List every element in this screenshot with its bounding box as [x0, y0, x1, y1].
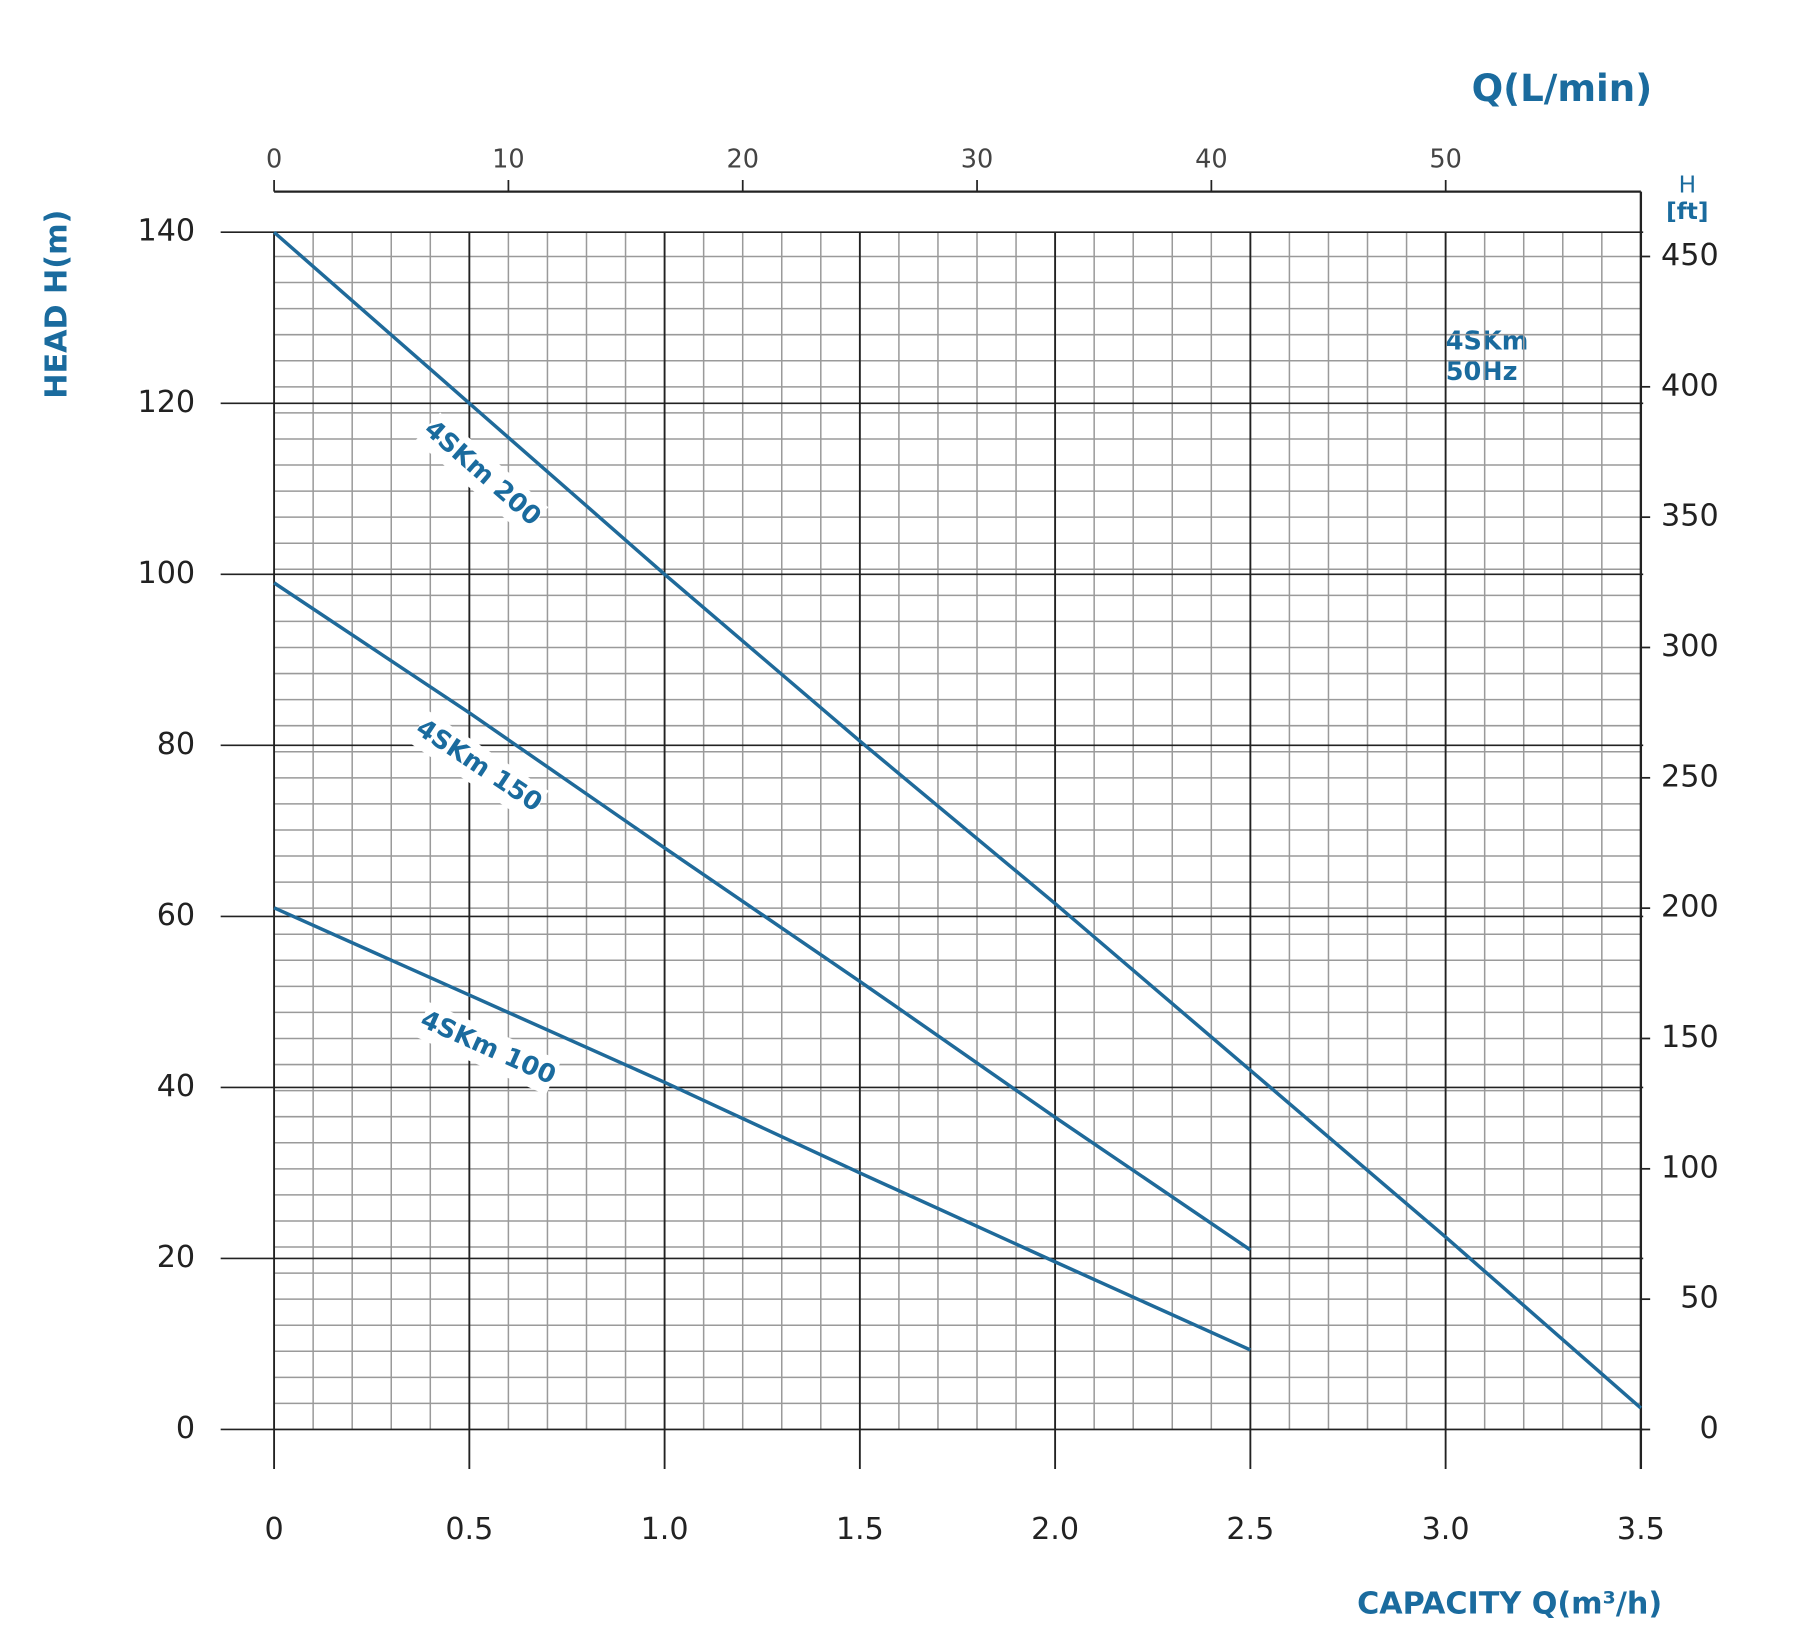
y-tick-label: 60: [157, 898, 195, 933]
annotation: 4SKm: [1446, 327, 1529, 357]
x2-axis-title: Q(L/min): [1472, 67, 1653, 110]
x-tick-label: 3.0: [1422, 1512, 1470, 1547]
series-label-bg: [414, 1002, 562, 1095]
series-line: [273, 906, 1252, 1352]
series-label-group: 4SKm 150: [408, 711, 549, 822]
x-tick-label: 0: [264, 1512, 283, 1547]
x2-tick-label: 30: [961, 144, 993, 174]
y2-tick-label: 150: [1661, 1020, 1719, 1055]
x2-tick-label: 20: [726, 144, 758, 174]
series-label-bg: [415, 412, 549, 536]
y2-tick-label: 350: [1661, 499, 1719, 534]
series-line: [273, 581, 1252, 1252]
x2-tick-label: 10: [492, 144, 525, 174]
series-label: 4SKm 200: [418, 414, 547, 532]
y-tick-label: 80: [157, 727, 195, 762]
y2-axis-title: [ft]: [1666, 198, 1708, 225]
x-tick-label: 1.0: [641, 1512, 689, 1547]
x-tick-label: 3.5: [1617, 1512, 1665, 1547]
series-label-bg: [408, 711, 549, 822]
y2-tick-label: 450: [1661, 238, 1719, 273]
y-tick-label: 40: [157, 1069, 195, 1104]
x2-tick-label: 50: [1429, 144, 1462, 174]
x2-tick-label: 0: [266, 144, 282, 174]
y2-tick-label: 400: [1661, 368, 1719, 403]
y2-tick-label: 100: [1661, 1150, 1719, 1185]
annotation: 50Hz: [1446, 357, 1518, 387]
y-axis-title: HEAD H(m): [40, 210, 75, 399]
y-tick-label: 100: [137, 556, 195, 591]
y2-axis-title: H: [1679, 171, 1696, 198]
y2-tick-label: 50: [1680, 1281, 1718, 1316]
x-tick-label: 1.5: [836, 1512, 884, 1547]
x2-tick-label: 40: [1195, 144, 1228, 174]
y2-tick-label: 200: [1661, 890, 1719, 925]
y2-tick-label: 300: [1661, 629, 1719, 664]
y-tick-label: 20: [157, 1240, 195, 1275]
y2-tick-label: 0: [1699, 1411, 1718, 1446]
y-tick-label: 120: [137, 385, 195, 420]
x-tick-label: 0.5: [445, 1512, 493, 1547]
x-axis-title: CAPACITY Q(m³/h): [1357, 1586, 1662, 1621]
series-label: 4SKm 100: [416, 1004, 560, 1090]
y2-tick-label: 250: [1661, 759, 1719, 794]
series-line: [272, 230, 1643, 1410]
y-tick-label: 0: [176, 1411, 195, 1446]
x-tick-label: 2.0: [1031, 1512, 1079, 1547]
series-label-group: 4SKm 100: [414, 1002, 562, 1095]
y-tick-label: 140: [137, 214, 195, 249]
x-tick-label: 2.5: [1226, 1512, 1274, 1547]
